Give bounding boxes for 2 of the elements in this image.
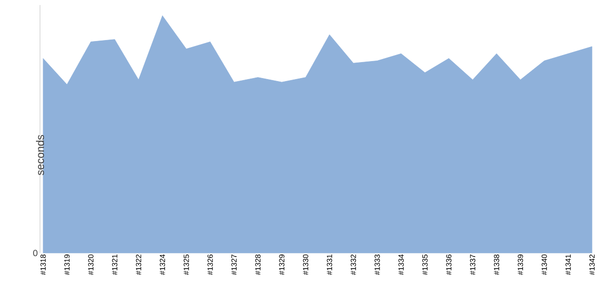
- annotation: 0: [33, 250, 38, 256]
- y-axis-title: seconds: [36, 135, 44, 176]
